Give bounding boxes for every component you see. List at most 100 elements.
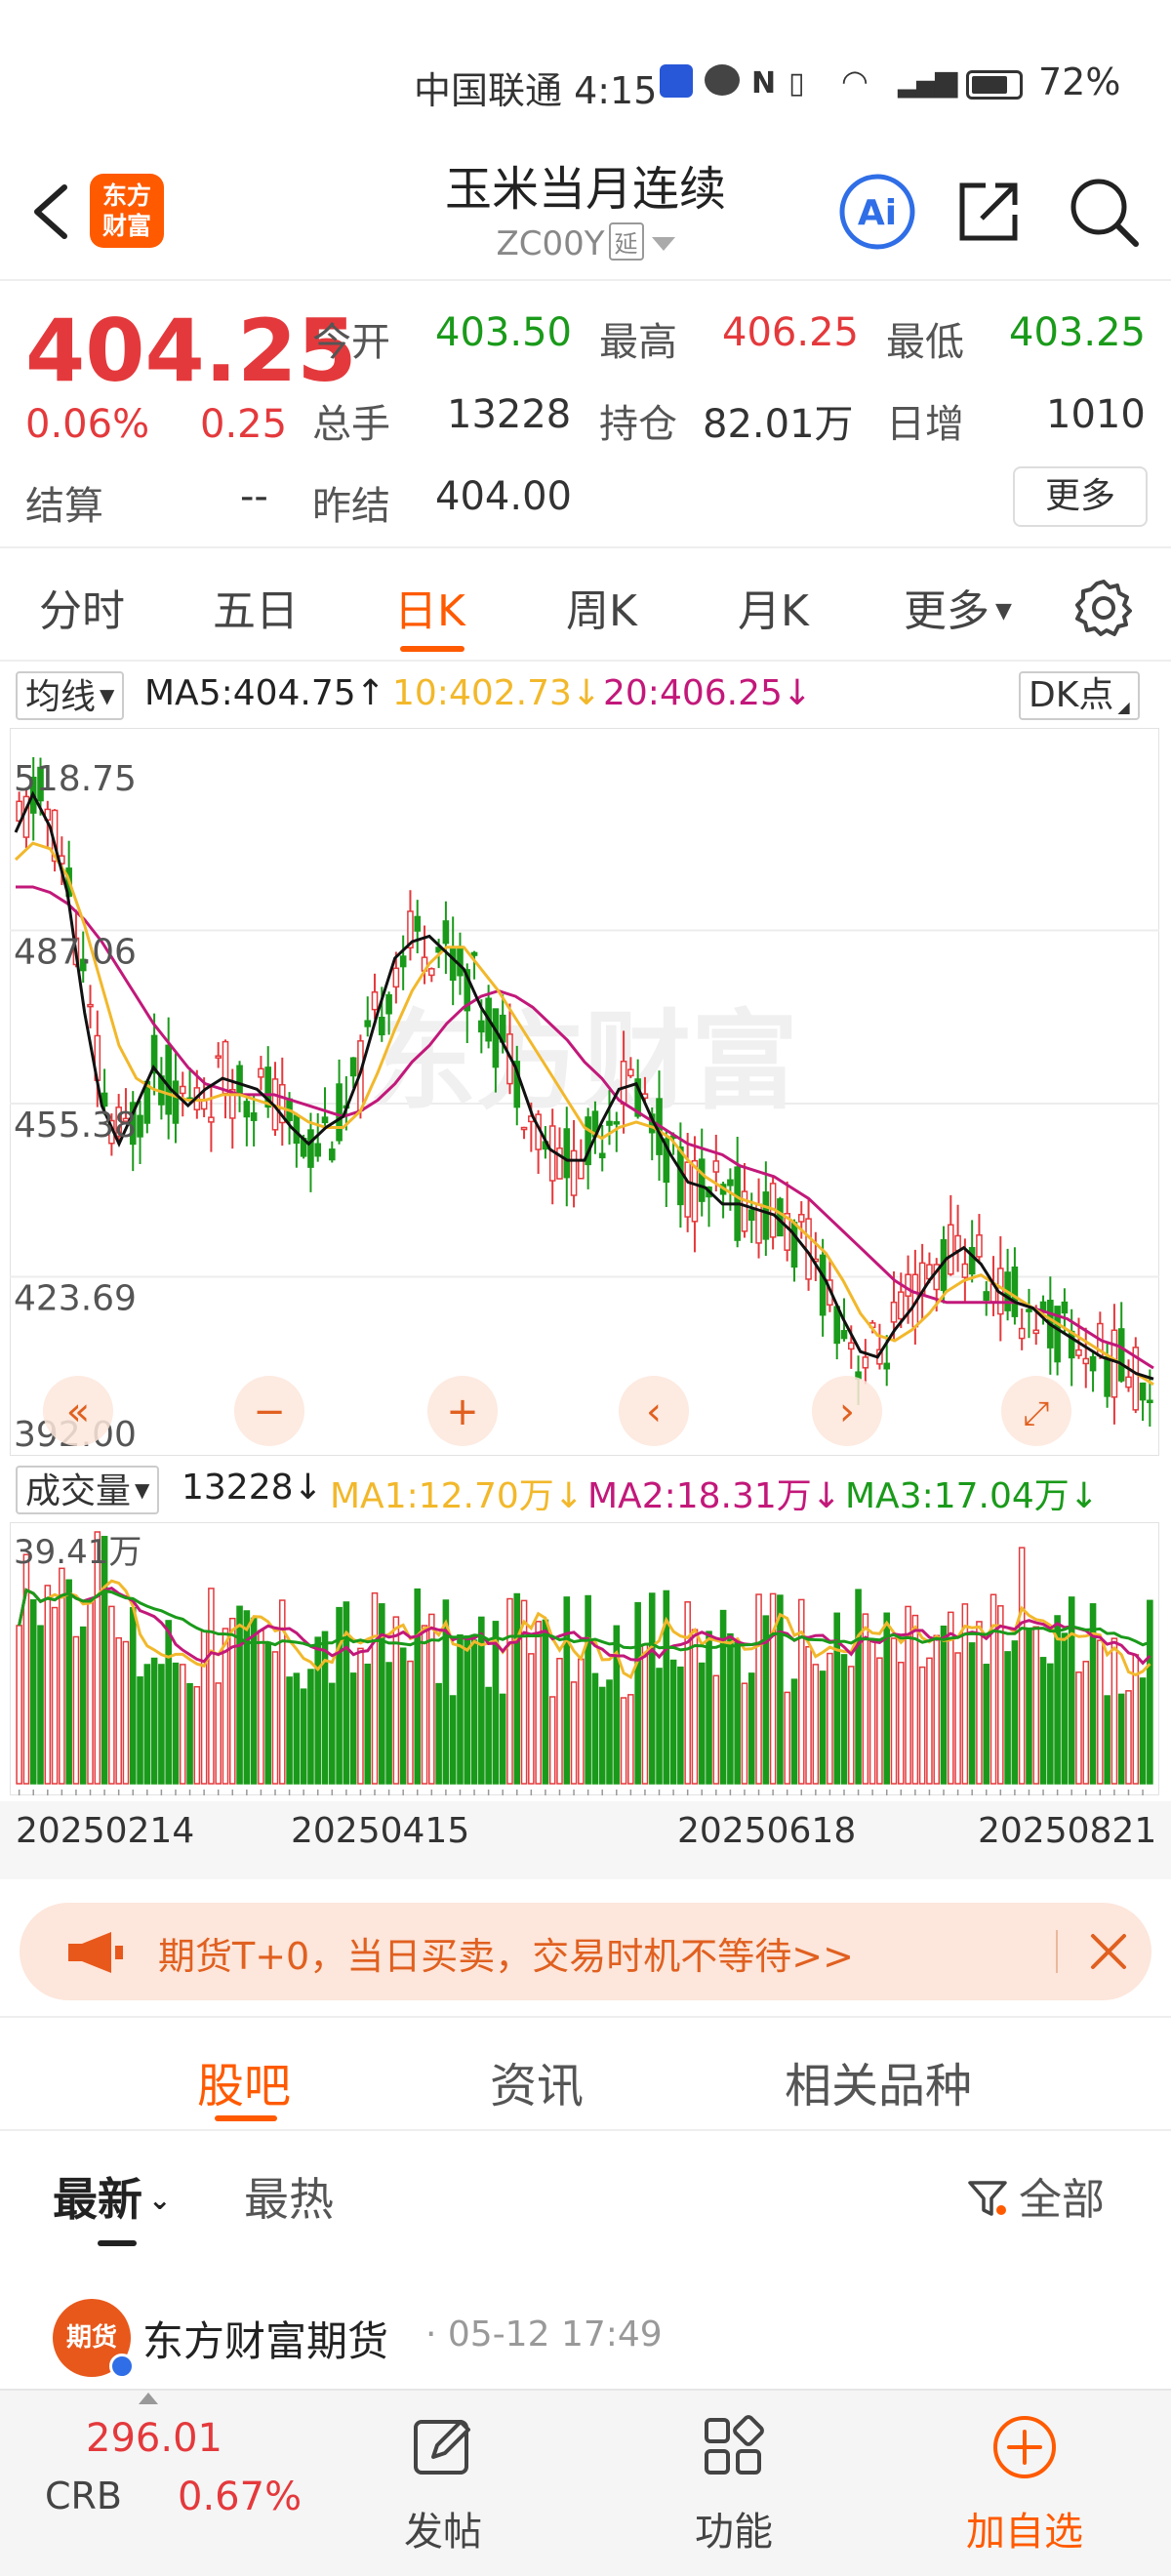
dk-point-selector[interactable]: DK点 ◢ — [1019, 671, 1140, 720]
volume-bar — [528, 1653, 535, 1785]
candle-body — [1018, 1327, 1026, 1340]
share-icon[interactable] — [947, 170, 1030, 254]
filter-all[interactable]: 全部 — [966, 2164, 1105, 2227]
volume-value: 13228↓ — [182, 1468, 323, 1508]
volume-bar — [65, 1579, 72, 1785]
volume-bar — [563, 1596, 571, 1785]
ma10-value: 10:402.73↓ — [392, 673, 602, 713]
volume-bar — [1061, 1632, 1069, 1785]
candle-body — [968, 1247, 976, 1275]
candle-body — [129, 1102, 137, 1146]
settle-label: 结算 — [25, 484, 103, 529]
fullscreen-button[interactable]: ⤢ — [1001, 1376, 1071, 1446]
tab-weekly-k[interactable]: 周K — [566, 586, 637, 636]
candle-body — [747, 1209, 755, 1221]
back-icon[interactable] — [23, 178, 82, 246]
scroll-left-fast-button[interactable]: « — [43, 1376, 113, 1446]
megaphone-icon — [68, 1932, 123, 1973]
candle-body — [563, 1128, 571, 1179]
minus-icon: − — [253, 1389, 286, 1434]
scroll-left-button[interactable]: ‹ — [619, 1376, 689, 1446]
settle-value: -- — [240, 474, 268, 519]
search-icon[interactable] — [1062, 170, 1146, 254]
zoom-in-button[interactable]: + — [427, 1376, 498, 1446]
avatar[interactable]: 期货 — [53, 2299, 131, 2377]
change-value: 0.25 — [200, 402, 288, 447]
volume-bar — [712, 1674, 720, 1785]
volume-bar — [464, 1635, 471, 1785]
add-circle-icon[interactable] — [989, 2412, 1060, 2482]
tab-five-day[interactable]: 五日 — [213, 586, 299, 636]
caret-up-icon — [139, 2393, 158, 2404]
close-icon[interactable] — [1089, 1932, 1128, 1971]
volume-legend: 成交量 ▼ 13228↓ MA1:12.70万↓ MA2:18.31万↓ MA3:… — [0, 1462, 1171, 1520]
candle-body — [1011, 1267, 1019, 1317]
tab-related[interactable]: 相关品种 — [785, 2059, 973, 2113]
promo-banner[interactable]: 期货T+0，当日买卖，交易时机不等待>> — [20, 1903, 1151, 2000]
volume-bar — [442, 1599, 450, 1785]
double-chevron-left-icon: « — [66, 1389, 90, 1434]
chevron-left-icon: ‹ — [646, 1389, 662, 1434]
add-watchlist-button[interactable]: 加自选 — [966, 2510, 1083, 2555]
volume-bar — [300, 1688, 307, 1785]
volume-bar — [470, 1639, 478, 1785]
tab-daily-k[interactable]: 日K — [394, 586, 465, 636]
candle-body — [1089, 1355, 1097, 1372]
volume-bar — [193, 1685, 201, 1785]
forum-post[interactable]: 期货 东方财富期货 · 05-12 17:49 — [0, 2260, 1171, 2387]
candle-body — [741, 1190, 748, 1232]
apps-icon[interactable] — [699, 2412, 769, 2482]
candle-body — [570, 1149, 578, 1196]
date-label: 20250415 — [291, 1811, 470, 1851]
volume-bar — [1011, 1640, 1019, 1785]
indicator-selector[interactable]: 均线 ▼ — [16, 671, 125, 720]
candle-body — [634, 1078, 641, 1117]
index-value[interactable]: 296.01 — [86, 2416, 222, 2461]
zoom-out-button[interactable]: − — [234, 1376, 304, 1446]
expand-icon: ⤢ — [1023, 1394, 1049, 1433]
candle-body — [598, 1152, 606, 1159]
volume-bar — [548, 1696, 556, 1785]
candle-body — [1104, 1355, 1110, 1397]
candle-body — [712, 1160, 720, 1173]
volume-bar — [1018, 1547, 1026, 1785]
corner-caret-icon: ◢ — [1117, 698, 1130, 716]
candle-body — [1147, 1399, 1153, 1404]
index-name[interactable]: CRB — [45, 2475, 123, 2517]
tab-news[interactable]: 资讯 — [490, 2059, 585, 2113]
post-author[interactable]: 东方财富期货 — [142, 2317, 389, 2365]
contract-code-selector[interactable]: ZC00Y 延 — [0, 222, 1171, 263]
volume-bar — [1068, 1596, 1075, 1785]
tab-forum[interactable]: 股吧 — [197, 2059, 292, 2113]
volume-bar — [1026, 1630, 1032, 1785]
more-quote-button[interactable]: 更多 — [1013, 466, 1148, 527]
candle-body — [414, 915, 422, 932]
scroll-right-button[interactable]: › — [812, 1376, 882, 1446]
battery-level: 72% — [1038, 60, 1121, 103]
sort-hot[interactable]: 最热 — [244, 2173, 334, 2226]
sort-latest[interactable]: 最新 ⌄ — [53, 2164, 171, 2229]
function-button[interactable]: 功能 — [695, 2510, 773, 2555]
edit-icon[interactable] — [408, 2412, 478, 2482]
candle-body — [236, 1065, 243, 1097]
volume-bar — [143, 1664, 151, 1785]
tab-monthly-k[interactable]: 月K — [738, 586, 809, 636]
candle-body — [336, 1083, 343, 1142]
volume-indicator-selector[interactable]: 成交量 ▼ — [16, 1466, 160, 1514]
post-button[interactable]: 发帖 — [404, 2510, 482, 2555]
candle-body — [790, 1222, 798, 1268]
candle-body — [513, 1061, 521, 1108]
tab-more-periods[interactable]: 更多 ▼ — [904, 576, 1012, 638]
volume-bar — [51, 1606, 59, 1785]
candle-body — [407, 910, 414, 949]
volume-bar — [755, 1593, 762, 1785]
volume-chart[interactable]: 39.41万 — [10, 1522, 1159, 1795]
volume-bar — [172, 1662, 180, 1785]
gear-icon[interactable] — [1073, 578, 1134, 638]
last-price: 404.25 — [25, 301, 357, 401]
tab-intraday[interactable]: 分时 — [39, 586, 125, 636]
filter-all-label: 全部 — [1019, 2175, 1105, 2225]
volume-bar — [321, 1630, 329, 1785]
ai-icon[interactable]: Ai — [835, 170, 919, 254]
